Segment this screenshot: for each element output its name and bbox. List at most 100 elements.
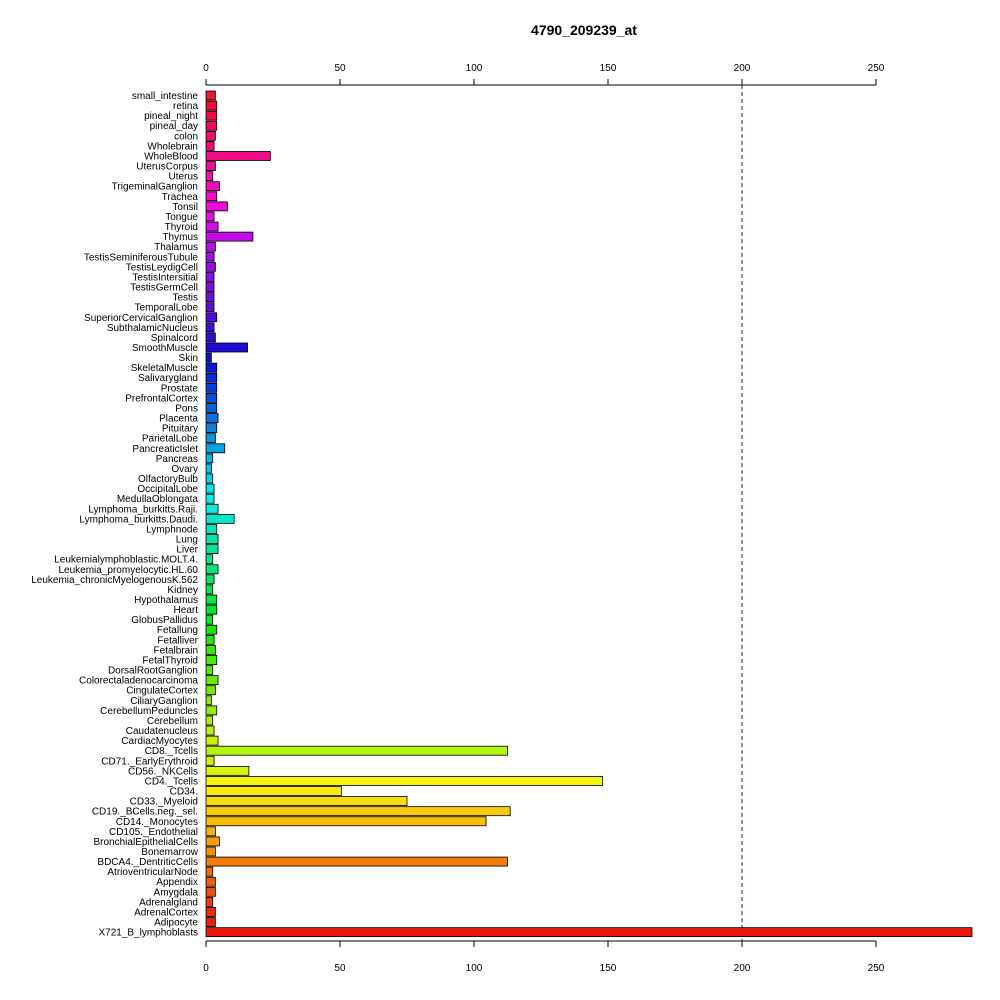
bar xyxy=(206,706,217,715)
bar xyxy=(206,585,213,594)
bar xyxy=(206,867,213,876)
bar xyxy=(206,141,214,150)
bottom-axis-tick-label: 200 xyxy=(734,963,751,974)
bar xyxy=(206,928,972,937)
bar xyxy=(206,272,214,281)
bar xyxy=(206,283,214,292)
bar xyxy=(206,676,218,685)
bar xyxy=(206,746,508,755)
bar xyxy=(206,575,214,584)
bar xyxy=(206,494,214,503)
top-axis-tick-label: 200 xyxy=(734,63,751,74)
bar xyxy=(206,363,217,372)
chart-title: 4790_209239_at xyxy=(531,22,637,38)
bar xyxy=(206,756,214,765)
bar xyxy=(206,192,217,201)
category-label: X721_B_lymphoblasts xyxy=(98,928,198,939)
bar xyxy=(206,877,215,886)
bar xyxy=(206,595,217,604)
bar xyxy=(206,918,215,927)
bar xyxy=(206,524,217,533)
bar xyxy=(206,444,225,453)
bar xyxy=(206,182,219,191)
bar xyxy=(206,535,218,544)
bar xyxy=(206,837,219,846)
bar xyxy=(206,91,215,100)
bar xyxy=(206,172,213,181)
bar xyxy=(206,212,214,221)
bar xyxy=(206,313,217,322)
top-x-axis: 0 50 100 150 200 250 xyxy=(203,63,885,85)
bar xyxy=(206,393,217,402)
bar xyxy=(206,434,215,443)
bar xyxy=(206,222,218,231)
bar xyxy=(206,605,217,614)
bar xyxy=(206,343,248,352)
bar xyxy=(206,555,213,564)
bar xyxy=(206,545,218,554)
bar xyxy=(206,303,214,312)
bar xyxy=(206,383,217,392)
bar xyxy=(206,232,253,241)
bar xyxy=(206,484,214,493)
top-axis-tick-label: 250 xyxy=(868,63,885,74)
bar xyxy=(206,353,211,362)
bar xyxy=(206,373,217,382)
bar xyxy=(206,474,213,483)
bar xyxy=(206,696,211,705)
bar xyxy=(206,162,215,171)
top-axis-tick-label: 0 xyxy=(203,63,209,74)
bottom-axis-tick-label: 150 xyxy=(600,963,617,974)
bar xyxy=(206,625,217,634)
bar xyxy=(206,454,213,463)
bar xyxy=(206,847,215,856)
bar xyxy=(206,897,213,906)
bar xyxy=(206,424,217,433)
bar xyxy=(206,686,215,695)
bar xyxy=(206,565,218,574)
bar xyxy=(206,414,218,423)
bar xyxy=(206,635,214,644)
bar xyxy=(206,121,217,130)
bar xyxy=(206,887,215,896)
bar xyxy=(206,787,341,796)
bar xyxy=(206,202,227,211)
top-axis-tick-label: 100 xyxy=(466,63,483,74)
bar xyxy=(206,262,215,271)
bar xyxy=(206,514,234,523)
bar xyxy=(206,655,217,664)
bar xyxy=(206,666,213,675)
bottom-axis-tick-label: 0 xyxy=(203,963,209,974)
top-axis-tick-label: 150 xyxy=(600,63,617,74)
bar xyxy=(206,242,215,251)
bar xyxy=(206,151,270,160)
bar xyxy=(206,615,213,624)
bar xyxy=(206,504,218,513)
bar xyxy=(206,907,215,916)
bar xyxy=(206,403,217,412)
bar xyxy=(206,252,214,261)
bar xyxy=(206,817,486,826)
bar xyxy=(206,797,407,806)
bar xyxy=(206,776,603,785)
bar xyxy=(206,766,249,775)
bar xyxy=(206,827,215,836)
top-axis-tick-label: 50 xyxy=(334,63,346,74)
category-labels: small_intestineretinapineal_nightpineal_… xyxy=(31,91,199,939)
bottom-axis-tick-label: 250 xyxy=(868,963,885,974)
bar xyxy=(206,645,215,654)
bar xyxy=(206,323,214,332)
bar xyxy=(206,736,218,745)
bar-chart: 4790_209239_at 0 50 100 150 200 250 0 50 100 150… xyxy=(0,0,1000,1000)
bar xyxy=(206,101,217,110)
bottom-axis-tick-label: 50 xyxy=(334,963,346,974)
bar xyxy=(206,464,211,473)
bar xyxy=(206,293,214,302)
bar xyxy=(206,807,510,816)
bar xyxy=(206,716,213,725)
bar xyxy=(206,726,214,735)
bar xyxy=(206,111,217,120)
bottom-x-axis: 0 50 100 150 200 250 xyxy=(203,941,885,974)
bars xyxy=(206,91,972,937)
bar xyxy=(206,131,215,140)
